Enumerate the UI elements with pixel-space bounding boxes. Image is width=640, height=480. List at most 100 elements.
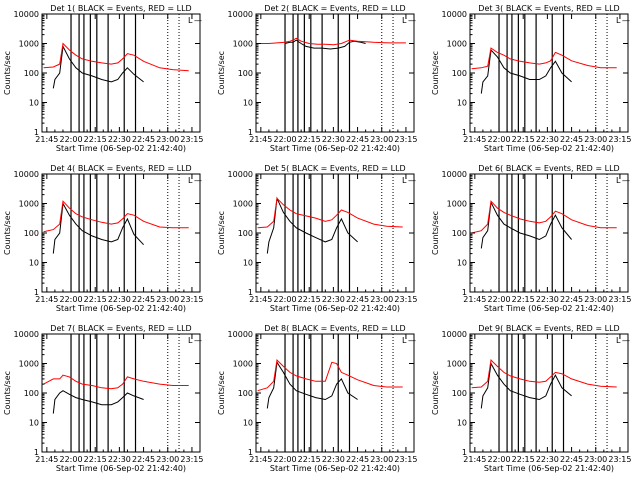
x-tick-label: 23:15 [394, 295, 417, 304]
x-axis-label: Start Time (06-Sep-02 21:42:40) [270, 144, 400, 153]
x-tick-label: 21:45 [35, 295, 58, 304]
y-tick-label: 10000 [442, 330, 467, 339]
y-tick-label: 1 [34, 448, 39, 457]
detector-panel-8: Det 8( BLACK = Events, RED = LLD L — 1 10 100… [217, 324, 417, 473]
x-tick-label: 21:45 [249, 295, 272, 304]
lld-series-line [471, 47, 617, 70]
lld-series-line [257, 359, 403, 392]
x-axis-label: Start Time (06-Sep-02 21:42:40) [484, 304, 614, 313]
events-legend-marker: — [194, 16, 202, 25]
x-tick-label: 22:00 [59, 135, 82, 144]
detector-panel-7: Det 7( BLACK = Events, RED = LLD L — 1 10 100… [3, 324, 203, 473]
x-tick-label: 22:45 [560, 295, 583, 304]
series-group [471, 47, 617, 94]
events-legend-label: L [188, 16, 193, 25]
x-tick-label: 23:15 [394, 135, 417, 144]
events-legend-label: L [402, 176, 407, 185]
x-tick-label: 23:15 [180, 295, 203, 304]
events-series-line [266, 196, 358, 254]
x-tick-label: 22:15 [84, 455, 107, 464]
x-axis-label: Start Time (06-Sep-02 21:42:40) [484, 464, 614, 473]
x-tick-label: 21:45 [35, 455, 58, 464]
x-tick-label: 23:00 [370, 135, 393, 144]
x-tick-label: 23:00 [370, 295, 393, 304]
x-tick-label: 22:15 [512, 135, 535, 144]
x-tick-label: 23:15 [608, 135, 631, 144]
x-tick-label: 22:30 [322, 135, 345, 144]
events-legend-label: L [616, 336, 621, 345]
x-axis-label: Start Time (06-Sep-02 21:42:40) [56, 464, 186, 473]
x-tick-label: 22:45 [132, 295, 155, 304]
y-tick-label: 10000 [14, 170, 39, 179]
series-group [43, 42, 189, 89]
y-tick-label: 1000 [19, 40, 39, 49]
events-series-line [266, 360, 358, 409]
x-axis-label: Start Time (06-Sep-02 21:42:40) [270, 464, 400, 473]
x-tick-label: 22:30 [536, 135, 559, 144]
x-tick-label: 22:00 [487, 455, 510, 464]
y-tick-label: 100 [452, 229, 467, 238]
detector-panel-4: Det 4( BLACK = Events, RED = LLD L — 1 10 100… [3, 164, 203, 313]
x-tick-label: 22:30 [536, 455, 559, 464]
events-series-line [284, 39, 366, 50]
y-tick-label: 10000 [14, 10, 39, 19]
x-axis-label: Start Time (06-Sep-02 21:42:40) [484, 144, 614, 153]
x-tick-label: 22:45 [346, 295, 369, 304]
series-group [257, 37, 406, 50]
x-tick-label: 23:15 [394, 455, 417, 464]
x-tick-label: 23:00 [584, 295, 607, 304]
events-legend-label: L [402, 336, 407, 345]
detector-panel-1: Det 1( BLACK = Events, RED = LLD L — 1 10 100… [3, 4, 203, 153]
x-tick-label: 22:30 [536, 295, 559, 304]
panel-title: Det 5( BLACK = Events, RED = LLD [264, 164, 405, 173]
y-tick-label: 10000 [228, 170, 253, 179]
x-tick-label: 22:00 [59, 295, 82, 304]
x-tick-label: 22:45 [346, 455, 369, 464]
y-tick-label: 100 [238, 389, 253, 398]
series-group [471, 200, 617, 249]
panel-title: Det 2( BLACK = Events, RED = LLD [264, 4, 405, 13]
x-tick-label: 21:45 [249, 135, 272, 144]
y-tick-label: 1 [462, 128, 467, 137]
events-series-line [480, 361, 572, 409]
plot-frame [469, 13, 629, 133]
events-legend-label: L [402, 16, 407, 25]
y-axis-label: Counts/sec [3, 211, 12, 255]
events-legend-label: L [188, 176, 193, 185]
panel-title: Det 1( BLACK = Events, RED = LLD [50, 4, 191, 13]
y-tick-label: 1 [34, 128, 39, 137]
x-tick-label: 23:15 [608, 455, 631, 464]
x-tick-label: 22:15 [298, 455, 321, 464]
detector-panel-5: Det 5( BLACK = Events, RED = LLD L — 1 10 100… [217, 164, 417, 313]
panel-title: Det 6( BLACK = Events, RED = LLD [478, 164, 619, 173]
y-tick-label: 10 [457, 259, 467, 268]
y-tick-label: 100 [238, 69, 253, 78]
y-tick-label: 1 [248, 448, 253, 457]
x-tick-label: 22:45 [132, 135, 155, 144]
y-tick-label: 10000 [442, 10, 467, 19]
x-tick-label: 22:15 [84, 295, 107, 304]
events-legend-marker: — [622, 176, 630, 185]
y-tick-label: 10 [243, 419, 253, 428]
y-tick-label: 100 [24, 69, 39, 78]
x-tick-label: 22:00 [273, 455, 296, 464]
lld-series-line [257, 197, 403, 229]
y-tick-label: 1000 [447, 40, 467, 49]
events-series-line [52, 390, 144, 414]
y-tick-label: 1 [462, 288, 467, 297]
x-tick-label: 22:00 [273, 295, 296, 304]
x-tick-label: 21:45 [463, 455, 486, 464]
plot-frame [469, 333, 629, 453]
events-legend-marker: — [194, 336, 202, 345]
x-tick-label: 22:15 [298, 295, 321, 304]
x-tick-label: 23:00 [156, 295, 179, 304]
x-tick-label: 23:00 [156, 135, 179, 144]
y-axis-label: Counts/sec [3, 371, 12, 415]
series-group [43, 200, 189, 254]
detector-panel-2: Det 2( BLACK = Events, RED = LLD L — 1 10 100… [217, 4, 417, 153]
y-tick-label: 10 [243, 259, 253, 268]
y-tick-label: 1 [462, 448, 467, 457]
y-tick-label: 10000 [442, 170, 467, 179]
plot-frame [41, 333, 201, 453]
events-legend-marker: — [194, 176, 202, 185]
